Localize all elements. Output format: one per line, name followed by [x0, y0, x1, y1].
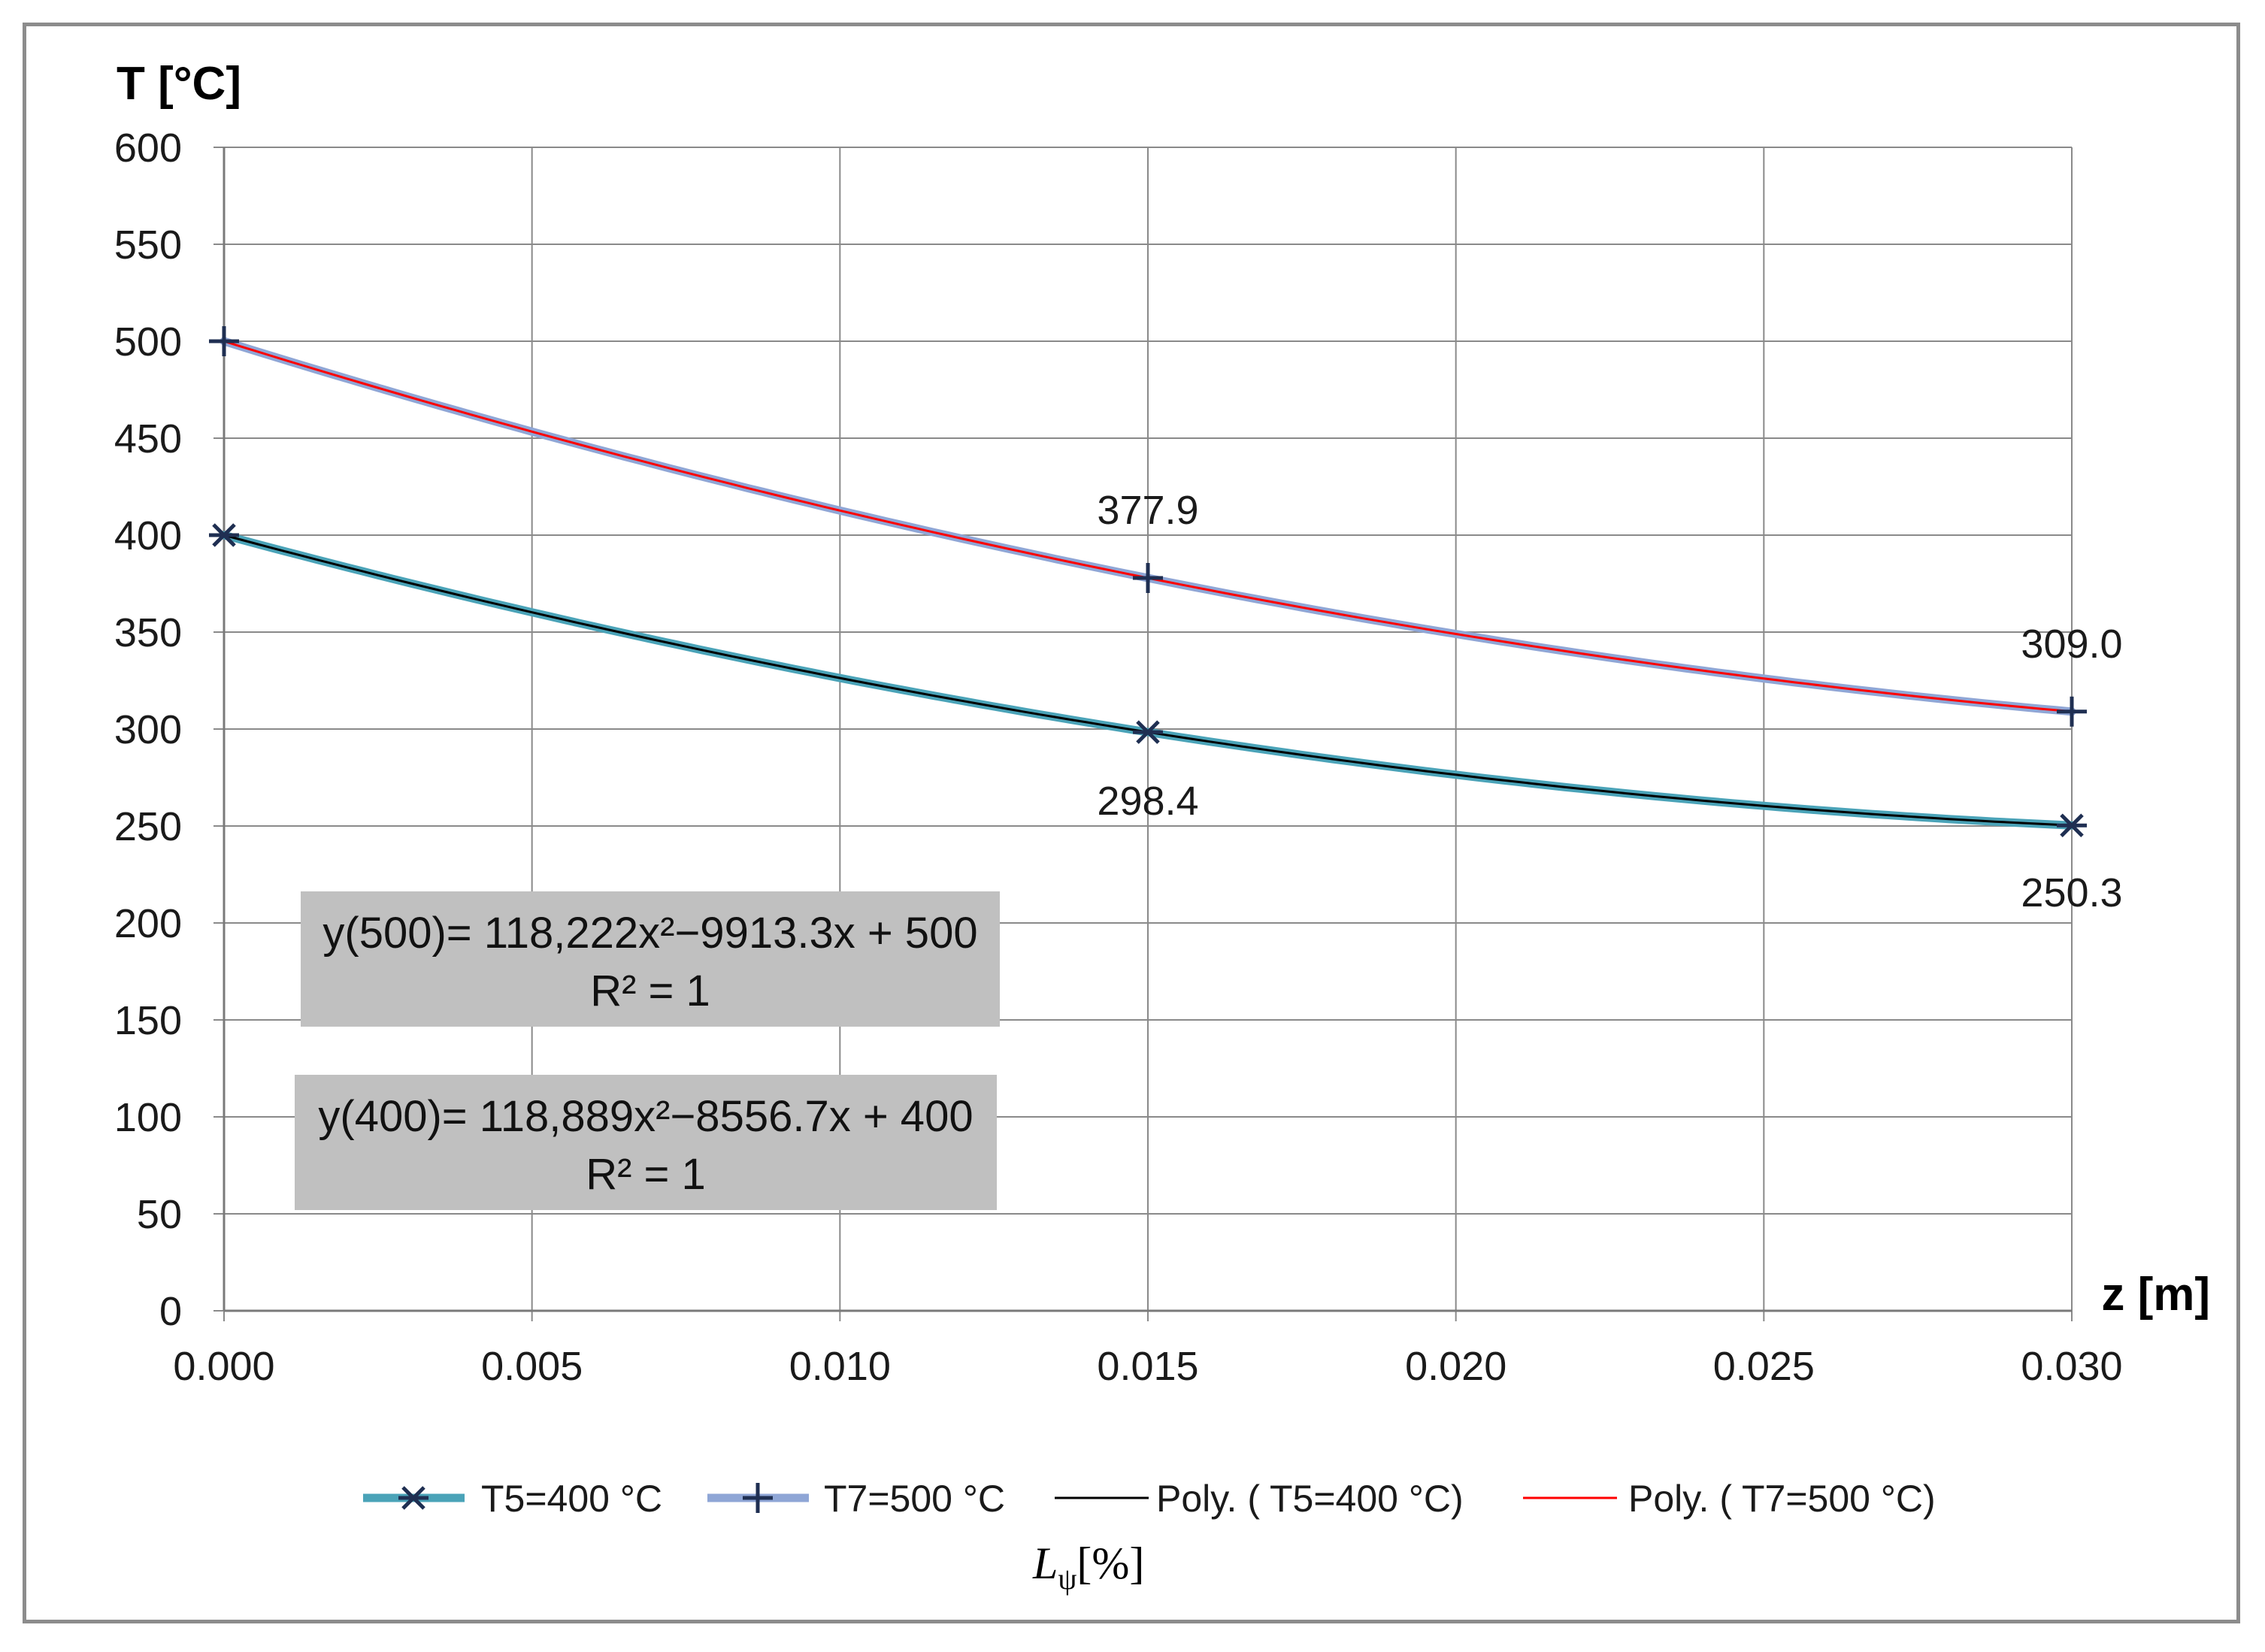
- y-tick-label: 500: [114, 319, 182, 365]
- y-tick-label: 100: [114, 1095, 182, 1140]
- data-point-s1-1: [209, 523, 239, 547]
- data-label: 309.0: [2021, 622, 2122, 667]
- x-axis-title: z [m]: [2101, 1269, 2210, 1321]
- equation-box-2: [295, 1075, 997, 1210]
- y-tick-label: 350: [114, 610, 182, 655]
- data-point-s1-2: [1133, 720, 1163, 744]
- equation-text: y(500)= 118,222x²−9913.3x + 500: [322, 909, 977, 958]
- x-tick-label: 0.020: [1405, 1344, 1506, 1389]
- y-tick-label: 550: [114, 222, 182, 268]
- y-tick-label: 50: [137, 1192, 182, 1237]
- chart-frame: [23, 23, 2240, 1623]
- y-tick-label: 0: [159, 1289, 182, 1334]
- y-axis-title: T [°C]: [117, 58, 241, 110]
- y-tick-label: 300: [114, 707, 182, 752]
- data-label: 377.9: [1097, 488, 1198, 533]
- legend-marker: [398, 1486, 428, 1510]
- equation-text: y(400)= 118,889x²−8556.7x + 400: [318, 1092, 973, 1141]
- y-tick-label: 200: [114, 901, 182, 946]
- equation-box-1: [301, 891, 1000, 1027]
- data-label: 298.4: [1097, 779, 1198, 824]
- x-tick-label: 0.025: [1713, 1344, 1815, 1389]
- y-tick-label: 250: [114, 804, 182, 849]
- y-tick-label: 150: [114, 998, 182, 1043]
- legend-label: T7=500 °C: [824, 1478, 1005, 1520]
- caption-text: Lψ[%]: [1032, 1539, 1144, 1596]
- y-tick-label: 600: [114, 126, 182, 171]
- y-tick-label: 400: [114, 513, 182, 558]
- x-tick-label: 0.010: [789, 1344, 891, 1389]
- data-point-s2-3: [2057, 696, 2087, 727]
- x-tick-label: 0.000: [173, 1344, 274, 1389]
- r-squared-text: R² = 1: [586, 1150, 706, 1199]
- legend-label: T5=400 °C: [481, 1478, 662, 1520]
- legend-label: Poly. ( T7=500 °C): [1628, 1478, 1936, 1520]
- x-tick-label: 0.015: [1097, 1344, 1198, 1389]
- y-tick-label: 450: [114, 416, 182, 461]
- data-point-s1-3: [2057, 813, 2087, 837]
- data-label: 250.3: [2021, 870, 2122, 915]
- legend-marker: [743, 1483, 773, 1513]
- x-tick-label: 0.030: [2021, 1344, 2122, 1389]
- x-tick-label: 0.005: [481, 1344, 583, 1389]
- legend-label: Poly. ( T5=400 °C): [1156, 1478, 1464, 1520]
- data-point-s2-1: [209, 326, 239, 356]
- r-squared-text: R² = 1: [590, 967, 710, 1015]
- data-point-s2-2: [1133, 563, 1163, 594]
